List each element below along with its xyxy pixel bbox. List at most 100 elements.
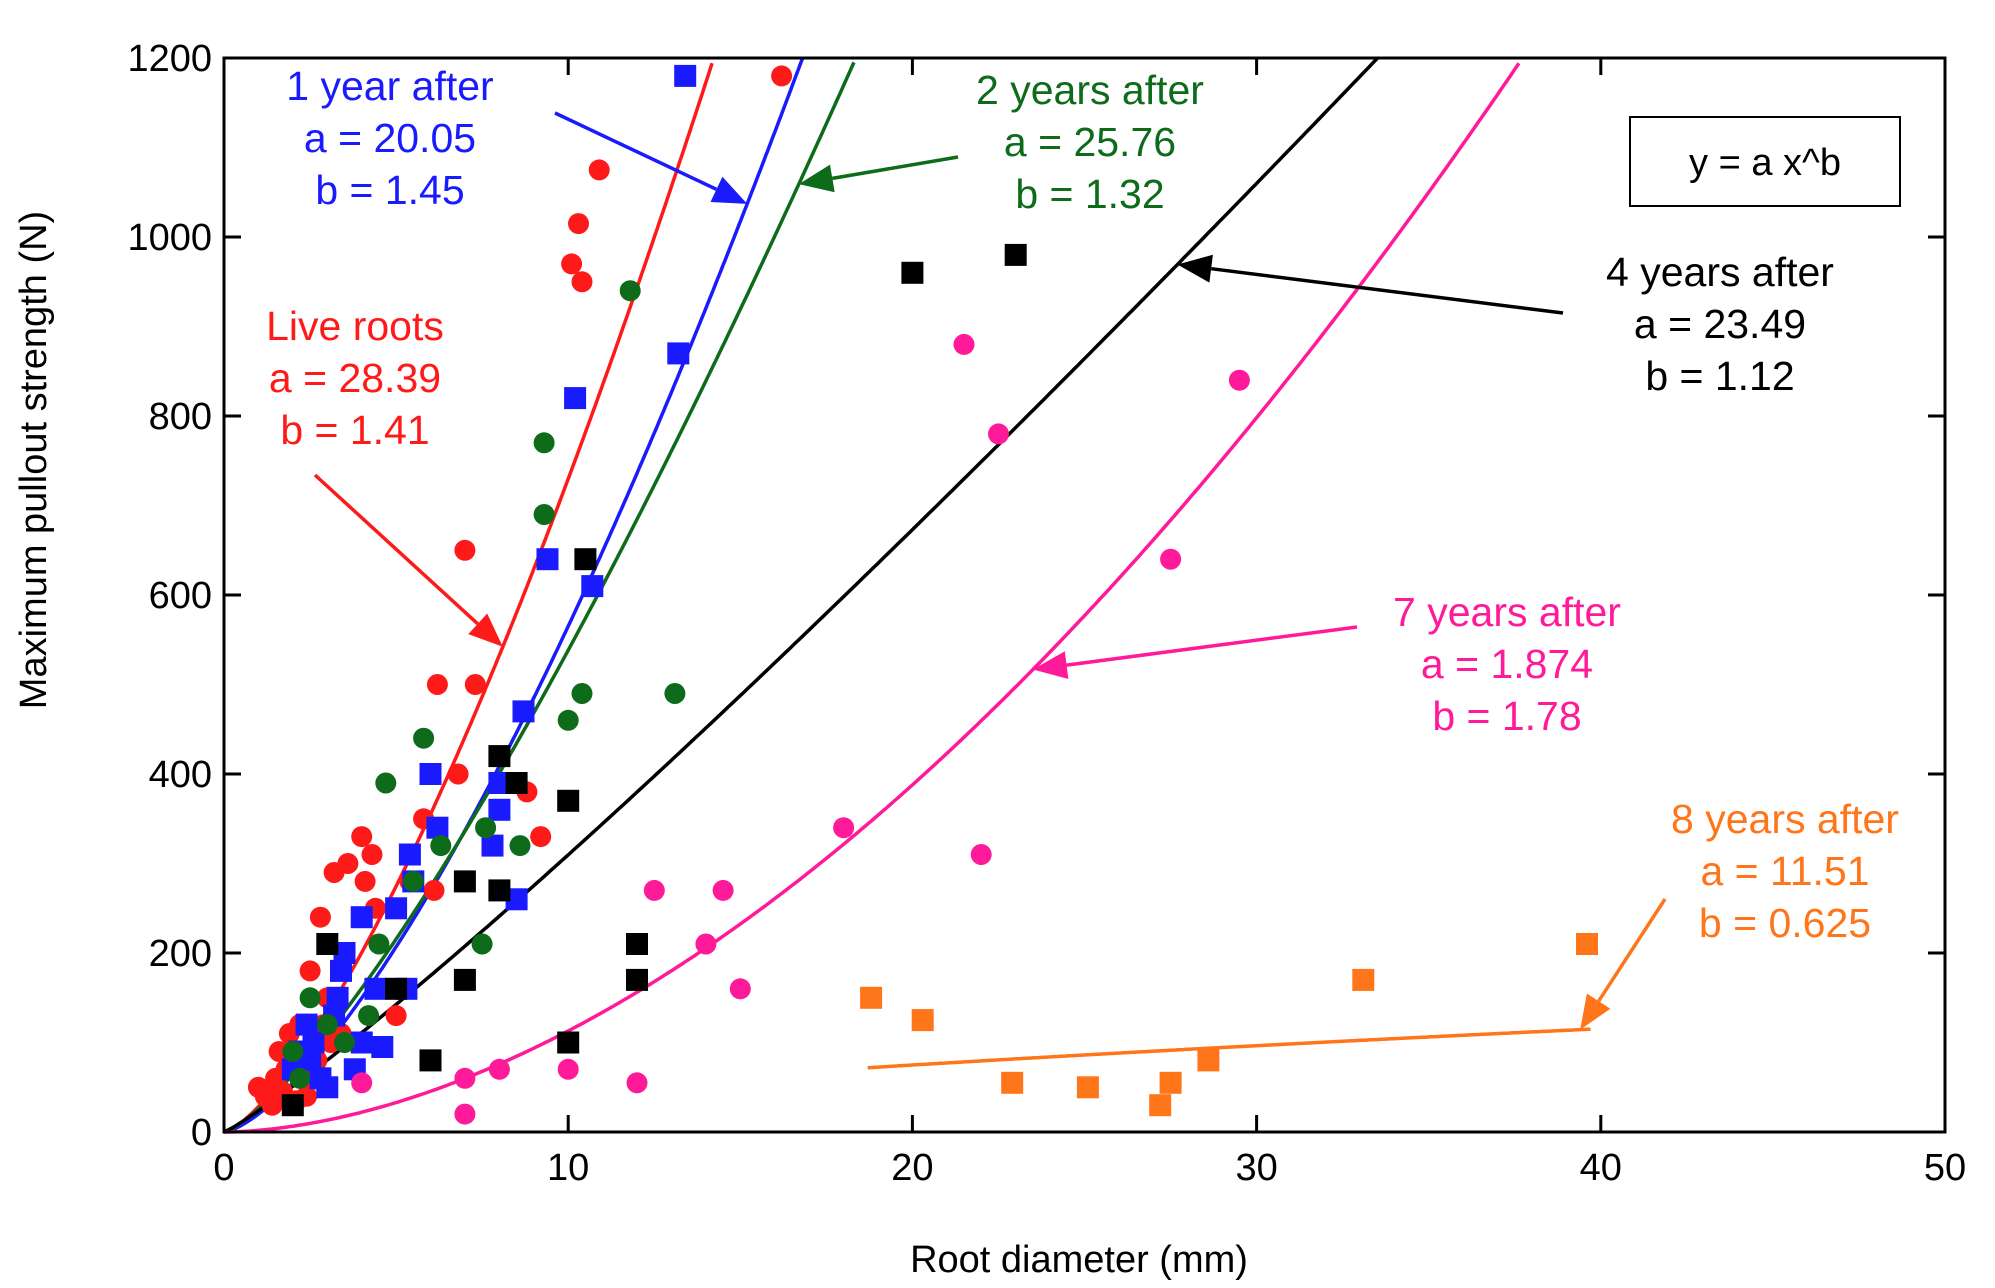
2-years-after-point: [282, 1041, 304, 1062]
live-roots-point: [426, 674, 448, 695]
7-years-after-fit-curve: [224, 62, 1521, 1134]
y-tick-label: 600: [149, 575, 212, 617]
7-years-after-point: [626, 1072, 648, 1094]
7-years-after-point: [712, 879, 734, 901]
live-roots-point: [423, 879, 445, 901]
7-years-after-arrow-shaft: [1066, 625, 1358, 667]
plot-frame: [222, 56, 1947, 1134]
2-years-after-point: [619, 280, 641, 302]
y-tick-label: 800: [149, 396, 212, 438]
2-years-after-point: [557, 709, 579, 731]
live-roots-point: [561, 253, 583, 275]
8-years-after-point: [1001, 1071, 1024, 1094]
1-year-after-point: [385, 897, 408, 920]
1-year-after-point: [488, 772, 511, 794]
4-years-after-point: [488, 879, 511, 902]
2-years-after-points: [282, 280, 686, 1089]
1-year-after-label-line: b = 1.45: [315, 167, 464, 213]
1-year-after-arrow-shaft: [554, 111, 718, 191]
equation-box: y = a x^b: [1629, 116, 1901, 207]
2-years-after-point: [413, 727, 435, 749]
4-years-after-point: [505, 772, 528, 794]
1-year-after-point: [419, 763, 442, 785]
2-years-after-arrow-shaft: [832, 155, 959, 181]
4-years-after-point: [385, 977, 408, 1000]
7-years-after-point: [1160, 548, 1182, 570]
4-years-after-point: [1004, 243, 1027, 266]
4-years-after-arrow-shaft: [1210, 266, 1564, 315]
2-years-after-point: [368, 933, 390, 955]
1-year-after-point: [371, 1036, 394, 1058]
4-years-after-point: [626, 933, 648, 955]
8-years-after-point: [911, 1009, 934, 1032]
8-years-after-point: [1576, 933, 1598, 955]
1-year-after-point: [302, 1031, 325, 1054]
4-years-after-point: [281, 1094, 304, 1117]
7-years-after-point: [488, 1058, 510, 1080]
2-years-after-point: [475, 817, 497, 839]
1-year-after-point: [674, 64, 697, 87]
7-years-after-label-line: a = 1.874: [1421, 641, 1593, 687]
1-year-after-point: [330, 959, 352, 982]
4-years-after-arrow-head: [1177, 254, 1213, 283]
1-year-after-point: [350, 1031, 373, 1054]
4-years-after-point: [557, 789, 580, 812]
live-roots-arrow-shaft: [313, 473, 479, 626]
1-year-after-label-line: a = 20.05: [304, 115, 476, 161]
2-years-after-point: [299, 987, 321, 1009]
y-tick-label: 1000: [127, 217, 212, 259]
7-years-after-point: [557, 1058, 579, 1080]
8-years-after-point: [860, 986, 883, 1009]
x-axis-label: Root diameter (mm): [910, 1239, 1248, 1281]
1-year-after-point: [398, 843, 421, 866]
live-roots-point: [454, 539, 476, 561]
8-years-after-point: [1149, 1094, 1172, 1117]
7-years-after-label-line: b = 1.78: [1432, 693, 1581, 739]
4-years-after-point: [626, 968, 648, 991]
7-years-after-point: [953, 333, 975, 355]
8-years-after-point: [1076, 1076, 1099, 1099]
live-roots-point: [354, 870, 376, 892]
2-years-after-point: [533, 432, 555, 454]
1-year-after-point: [350, 906, 373, 929]
live-roots-point: [385, 1005, 407, 1027]
equation-text: y = a x^b: [1689, 142, 1841, 184]
2-years-after-point: [664, 683, 686, 704]
2-years-after-arrow-head: [798, 164, 835, 193]
live-roots-label-line: a = 28.39: [269, 355, 441, 401]
7-years-after-point: [454, 1103, 476, 1125]
8-years-after-label-line: a = 11.51: [1700, 848, 1869, 894]
live-roots-point: [571, 271, 593, 293]
live-roots-point: [309, 906, 331, 928]
2-years-after-point: [375, 772, 397, 794]
4-years-after-point: [488, 745, 511, 768]
4-years-after-points: [281, 243, 1027, 1117]
x-tick-label: 10: [547, 1147, 589, 1189]
data-points: [247, 64, 1598, 1125]
1-year-after-point: [299, 1049, 322, 1072]
live-roots-label-line: b = 1.41: [280, 407, 429, 453]
1-year-after-point: [536, 548, 559, 571]
x-tick-label: 50: [1924, 1147, 1966, 1189]
2-years-after-point: [509, 835, 531, 857]
x-tick-label: 0: [213, 1147, 234, 1189]
y-tick-label: 400: [149, 754, 212, 796]
4-years-after-point: [901, 261, 924, 284]
8-years-after-point: [1352, 968, 1375, 991]
1-year-after-label-line: 1 year after: [286, 63, 493, 109]
annotation-arrows: [313, 111, 1667, 1030]
y-tick-label: 1200: [127, 38, 212, 80]
7-years-after-point: [988, 423, 1009, 445]
2-years-after-point: [358, 1005, 380, 1027]
live-roots-point: [530, 826, 552, 848]
2-years-after-label-line: b = 1.32: [1015, 171, 1164, 217]
4-years-after-label-line: a = 23.49: [1634, 301, 1806, 347]
2-years-after-point: [430, 835, 452, 857]
1-year-after-point: [426, 816, 449, 839]
2-years-after-point: [334, 1032, 355, 1053]
2-years-after-label-line: a = 25.76: [1004, 119, 1176, 165]
7-years-after-arrow-head: [1032, 651, 1069, 679]
4-years-after-label-line: 4 years after: [1606, 249, 1834, 295]
1-year-after-point: [581, 575, 604, 598]
